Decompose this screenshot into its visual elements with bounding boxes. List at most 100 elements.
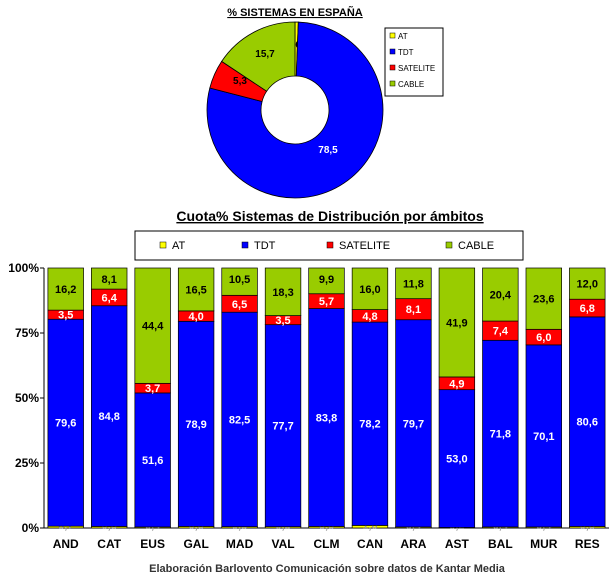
bar-label-satelite-val: 3,5 — [275, 315, 290, 327]
bar-label-satelite-ast: 4,9 — [449, 378, 464, 390]
bar-label-tdt-mad: 82,5 — [229, 414, 250, 426]
bar-legend-swatch-tdt — [241, 241, 249, 249]
pie-legend-swatch-at — [389, 32, 396, 39]
bar-cable-clm — [308, 267, 345, 295]
y-tick-label: 100% — [8, 261, 39, 275]
pie-label-satelite: 5,3 — [233, 76, 247, 87]
bar-label-tdt-bal: 71,8 — [490, 429, 511, 441]
x-tick-label-can: CAN — [357, 537, 383, 551]
x-tick-label-val: VAL — [271, 537, 294, 551]
x-tick-label-ast: AST — [445, 537, 470, 551]
bar-label-tdt-ara: 79,7 — [403, 418, 424, 430]
bar-legend-label-tdt: TDT — [254, 240, 276, 252]
bar-chart-title: Cuota% Sistemas de Distribución por ámbi… — [176, 208, 483, 224]
bar-legend-label-satelite: SATELITE — [339, 240, 390, 252]
bar-tdt-ast — [438, 389, 476, 528]
bar-label-cable-val: 18,3 — [272, 287, 293, 299]
bar-label-satelite-clm: 5,7 — [319, 296, 334, 308]
bar-label-cable-res: 12,0 — [577, 279, 598, 291]
x-tick-label-bal: BAL — [488, 537, 513, 551]
bar-label-satelite-eus: 3,7 — [145, 383, 160, 395]
bar-label-tdt-and: 79,6 — [55, 418, 76, 430]
bar-label-satelite-mad: 6,5 — [232, 299, 247, 311]
bar-tdt-can — [351, 321, 389, 526]
bar-legend-swatch-satelite — [326, 241, 334, 249]
bar-tdt-ara — [395, 319, 432, 528]
bar-legend: AT TDT SATELITE CABLE — [134, 230, 524, 261]
bar-label-satelite-bal: 7,4 — [493, 326, 509, 338]
pie-legend-label-at: AT — [398, 32, 408, 41]
bar-cable-ara — [395, 267, 432, 300]
x-tick-label-ara: ARA — [400, 537, 426, 551]
bar-label-cable-can: 16,0 — [359, 284, 380, 296]
x-tick-label-cat: CAT — [97, 537, 121, 551]
bar-tdt-and — [47, 318, 84, 527]
bar-tdt-eus — [134, 392, 171, 528]
bar-cable-val — [264, 267, 302, 316]
x-tick-label-mur: MUR — [530, 537, 558, 551]
x-tick-label-res: RES — [575, 537, 600, 551]
pie-legend-swatch-tdt — [389, 48, 396, 55]
bar-cable-bal — [482, 267, 519, 322]
bar-tdt-cat — [91, 305, 128, 527]
pie-legend-swatch-satelite — [389, 64, 396, 71]
bar-legend-label-at: AT — [172, 240, 186, 252]
bar-label-tdt-gal: 78,9 — [185, 419, 206, 431]
bar-label-satelite-mur: 6,0 — [536, 332, 551, 344]
pie-legend-label-tdt: TDT — [398, 48, 414, 57]
bar-label-satelite-and: 3,5 — [58, 310, 73, 322]
bar-label-satelite-ara: 8,1 — [406, 304, 421, 316]
x-tick-label-gal: GAL — [183, 537, 208, 551]
y-tick-label: 25% — [15, 456, 39, 470]
bar-cable-ast — [438, 267, 476, 378]
bar-legend-swatch-cable — [445, 241, 453, 249]
bar-tdt-mad — [221, 311, 258, 528]
bar-label-satelite-res: 6,8 — [580, 303, 595, 315]
bar-label-cable-clm: 9,9 — [319, 274, 334, 286]
pie-legend: AT TDT SATELITE CABLE — [384, 27, 444, 97]
bar-cable-gal — [177, 267, 215, 312]
bar-tdt-res — [569, 316, 606, 527]
bar-cable-mad — [221, 267, 258, 296]
source-note: Elaboración Barlovento Comunicación sobr… — [149, 563, 506, 575]
pie-legend-label-cable: CABLE — [398, 80, 424, 89]
x-tick-label-clm: CLM — [314, 537, 340, 551]
bar-tdt-clm — [308, 308, 345, 527]
bar-tdt-gal — [177, 320, 215, 527]
bar-axes: 0% 25% 50% 75% 100% AND CAT EUS GAL MAD VAL CLM CAN A… — [8, 261, 609, 551]
bar-cable-res — [569, 267, 606, 300]
bar-label-tdt-res: 80,6 — [577, 417, 598, 429]
y-tick-label: 0% — [22, 521, 40, 535]
bar-label-cable-bal: 20,4 — [490, 290, 512, 302]
bar-label-satelite-cat: 6,4 — [102, 292, 118, 304]
bar-label-tdt-can: 78,2 — [359, 419, 380, 431]
pie-legend-swatch-cable — [389, 80, 396, 87]
bar-chart: 0,779,63,516,20,684,86,48,10,451,63,744,… — [47, 267, 606, 532]
x-tick-label-mad: MAD — [226, 537, 254, 551]
pie-chart: 0,678,55,315,7 — [206, 21, 384, 199]
bar-tdt-mur — [525, 344, 562, 528]
pie-slice-cable — [221, 21, 296, 92]
x-tick-label-eus: EUS — [140, 537, 165, 551]
pie-label-tdt: 78,5 — [318, 145, 338, 156]
x-tick-label-and: AND — [53, 537, 79, 551]
bar-label-tdt-ast: 53,0 — [446, 454, 467, 466]
pie-slice-tdt — [206, 21, 384, 199]
bar-label-cable-eus: 44,4 — [142, 321, 164, 333]
bar-cable-mur — [525, 267, 562, 330]
bar-label-tdt-val: 77,7 — [272, 421, 293, 433]
bar-label-tdt-mur: 70,1 — [533, 431, 554, 443]
bar-label-cable-cat: 8,1 — [102, 274, 117, 286]
pie-legend-label-satelite: SATELITE — [398, 64, 435, 73]
bar-cable-and — [47, 267, 84, 311]
y-tick-label: 50% — [15, 391, 39, 405]
bar-label-cable-and: 16,2 — [55, 284, 76, 296]
bar-label-tdt-eus: 51,6 — [142, 455, 163, 467]
bar-label-satelite-gal: 4,0 — [188, 311, 203, 323]
pie-chart-title: % SISTEMAS EN ESPAÑA — [227, 6, 363, 19]
bar-label-satelite-can: 4,8 — [362, 311, 377, 323]
bar-legend-swatch-at — [159, 241, 167, 249]
bar-label-cable-gal: 16,5 — [185, 284, 206, 296]
bar-label-tdt-cat: 84,8 — [98, 411, 119, 423]
